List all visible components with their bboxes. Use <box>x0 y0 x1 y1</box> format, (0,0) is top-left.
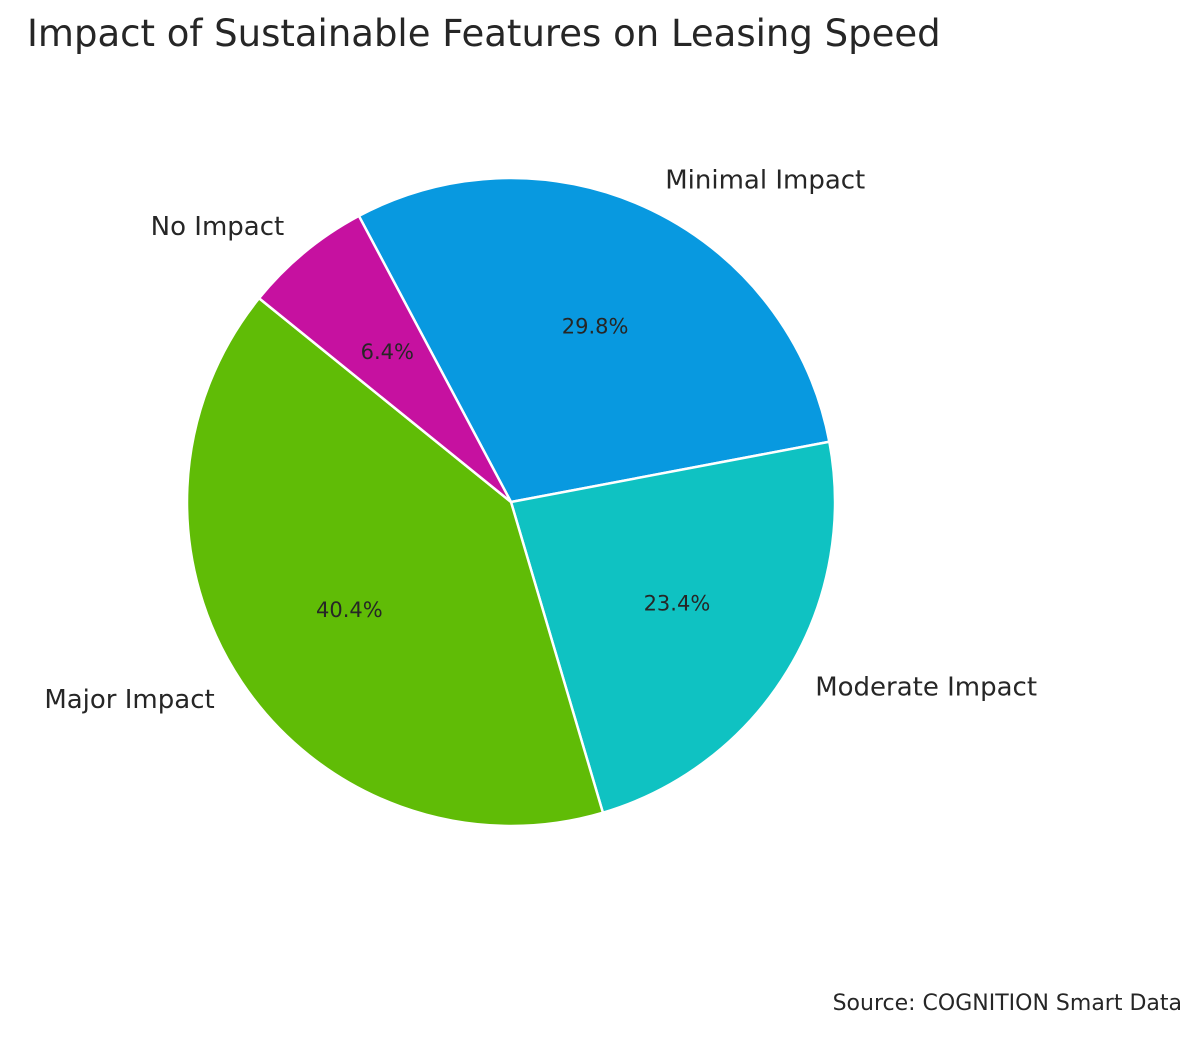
percent-label: 29.8% <box>562 315 629 339</box>
pie-slice-moderate-impact <box>509 440 837 814</box>
slice-label: Moderate Impact <box>815 673 1037 703</box>
slice-labels: Minimal Impact Moderate Impact Major Impac… <box>44 166 1037 715</box>
slice-label: Major Impact <box>44 685 214 715</box>
slice-label: Minimal Impact <box>665 166 865 196</box>
percent-label: 40.4% <box>316 598 383 622</box>
percent-label: 23.4% <box>644 591 711 615</box>
pie-slice-no-impact <box>257 214 513 504</box>
chart-title: Impact of Sustainable Features on Leasin… <box>27 12 941 55</box>
pie-slices <box>185 176 837 828</box>
percent-label: 6.4% <box>361 340 414 364</box>
pie-slice-minimal-impact <box>357 176 831 504</box>
pie-slice-major-impact <box>185 297 605 828</box>
percent-labels: 29.8% 23.4% 40.4% 6.4% <box>316 315 710 622</box>
slice-label: No Impact <box>151 212 285 242</box>
source-note: Source: COGNITION Smart Data <box>832 991 1182 1016</box>
